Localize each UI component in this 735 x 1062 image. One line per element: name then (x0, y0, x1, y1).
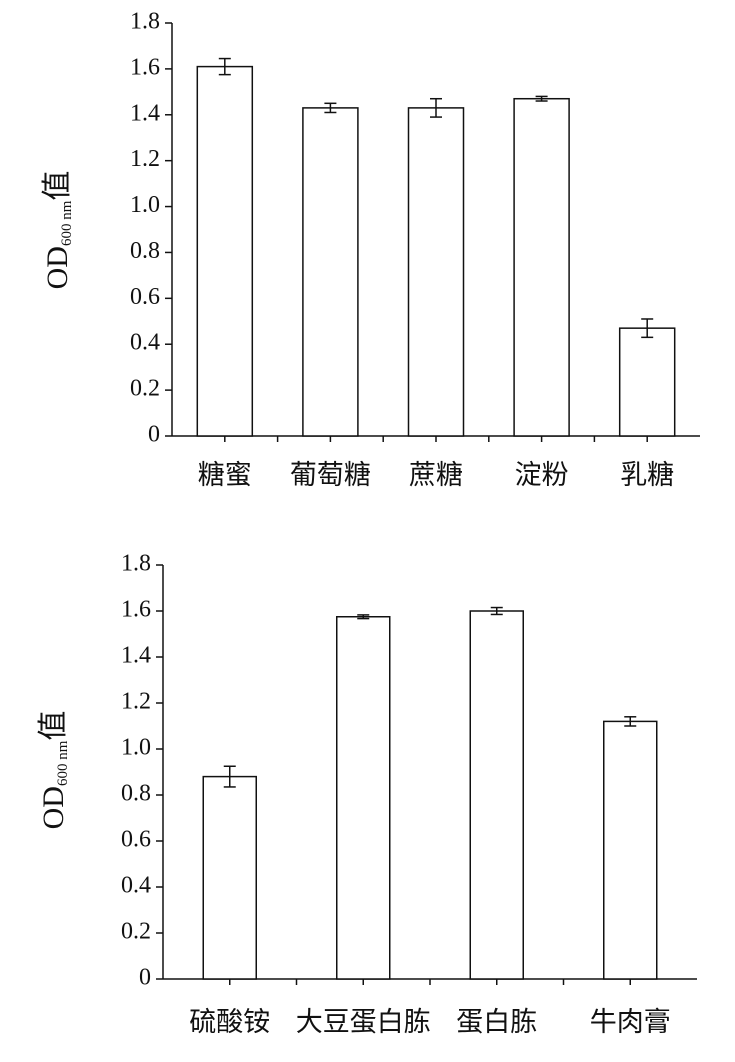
y-tick-label: 1.8 (130, 9, 160, 35)
y-tick-label: 1.4 (130, 100, 160, 126)
y-tick-label: 1.6 (121, 597, 151, 623)
bar (336, 616, 391, 980)
y-label-main: OD (37, 786, 70, 829)
bar (302, 107, 359, 437)
y-tick-label: 0.8 (121, 781, 151, 807)
bar (196, 65, 254, 437)
x-tick-label: 硫酸铵 (189, 1007, 270, 1037)
x-tick-label: 牛肉膏 (590, 1007, 671, 1037)
y-label-main: OD (41, 246, 74, 289)
y-tick-label: 0.6 (130, 284, 160, 310)
y-tick-label: 0.8 (130, 238, 160, 264)
y-tick-label: 1.2 (130, 146, 160, 172)
bar (513, 97, 570, 437)
y-tick-label: 0.6 (121, 827, 151, 853)
y-tick-label: 0.4 (130, 330, 160, 356)
x-tick-label: 乳糖 (620, 460, 674, 490)
y-tick-label: 0 (148, 422, 160, 448)
x-tick-label: 大豆蛋白胨 (296, 1007, 431, 1037)
y-label-sub: 600 nm (59, 200, 75, 246)
y-axis-label: OD600 nm值 (41, 171, 76, 290)
bar (469, 610, 524, 980)
y-tick-label: 0 (139, 965, 151, 991)
x-tick-label: 蛋白胨 (456, 1007, 537, 1037)
x-tick-label: 糖蜜 (198, 460, 252, 490)
y-tick-label: 0.4 (121, 873, 151, 899)
y-label-sub: 600 nm (55, 740, 71, 786)
y-axis-label: OD600 nm值 (37, 711, 72, 830)
bar (603, 720, 658, 980)
y-tick-label: 1.0 (130, 192, 160, 218)
x-tick-label: 淀粉 (515, 460, 569, 490)
y-label-suffix: 值 (41, 171, 74, 201)
y-label-suffix: 值 (37, 711, 70, 741)
y-tick-label: 0.2 (121, 919, 151, 945)
y-tick-label: 1.6 (130, 54, 160, 80)
bar (202, 775, 257, 980)
x-tick-label: 蔗糖 (409, 460, 463, 490)
x-tick-label: 葡萄糖 (290, 460, 371, 490)
bar (407, 107, 465, 437)
y-tick-label: 1.2 (121, 689, 151, 715)
y-tick-label: 1.8 (121, 551, 151, 577)
y-tick-label: 0.2 (130, 376, 160, 402)
y-tick-label: 1.4 (121, 643, 151, 669)
y-tick-label: 1.0 (121, 735, 151, 761)
bar (618, 327, 676, 437)
